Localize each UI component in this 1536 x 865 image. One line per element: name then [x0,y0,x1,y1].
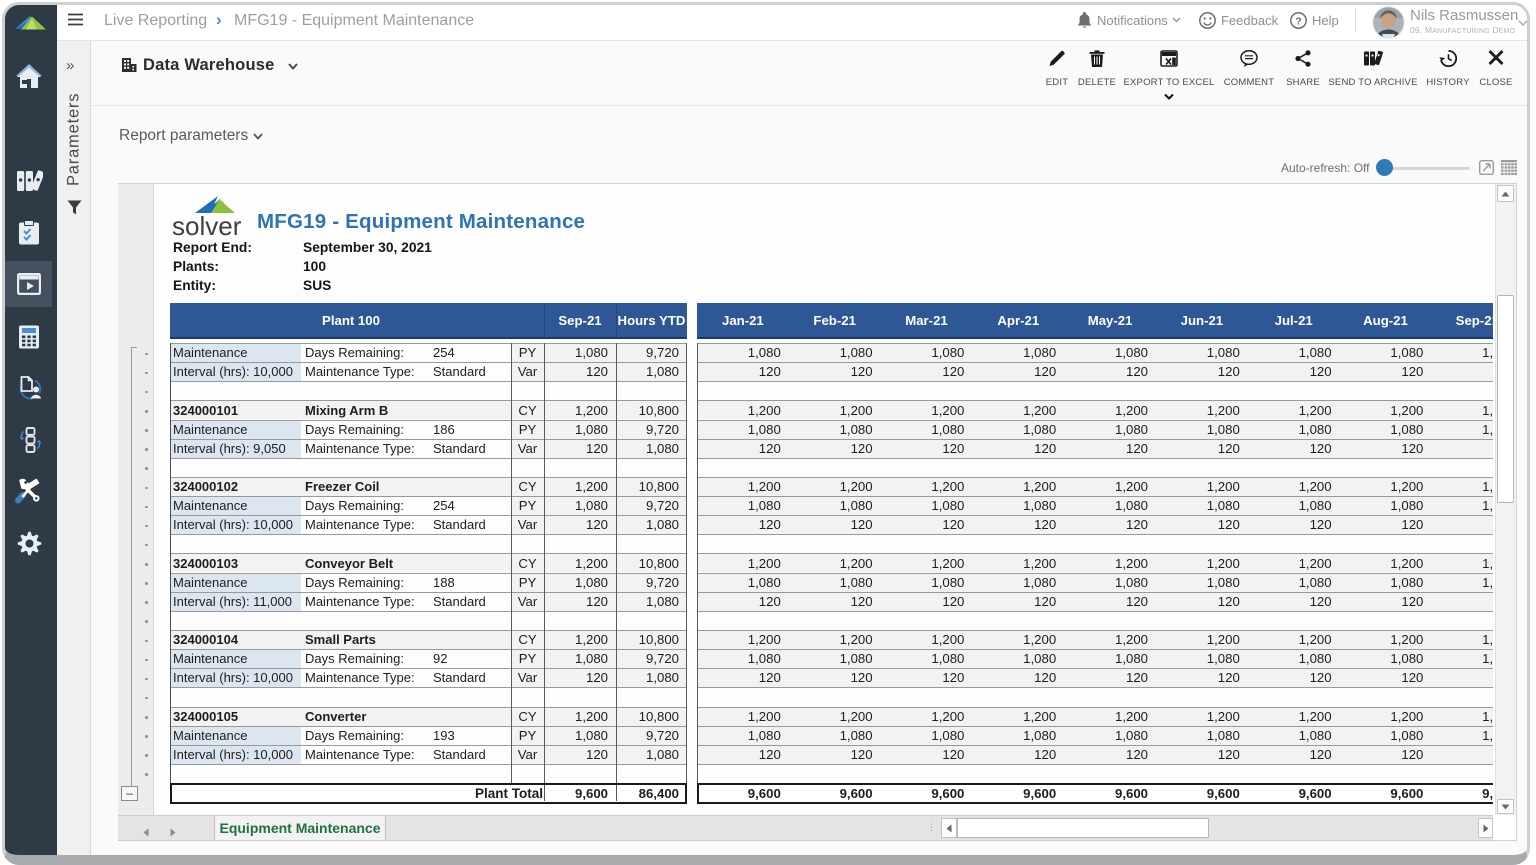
svg-text:?: ? [1295,15,1301,27]
